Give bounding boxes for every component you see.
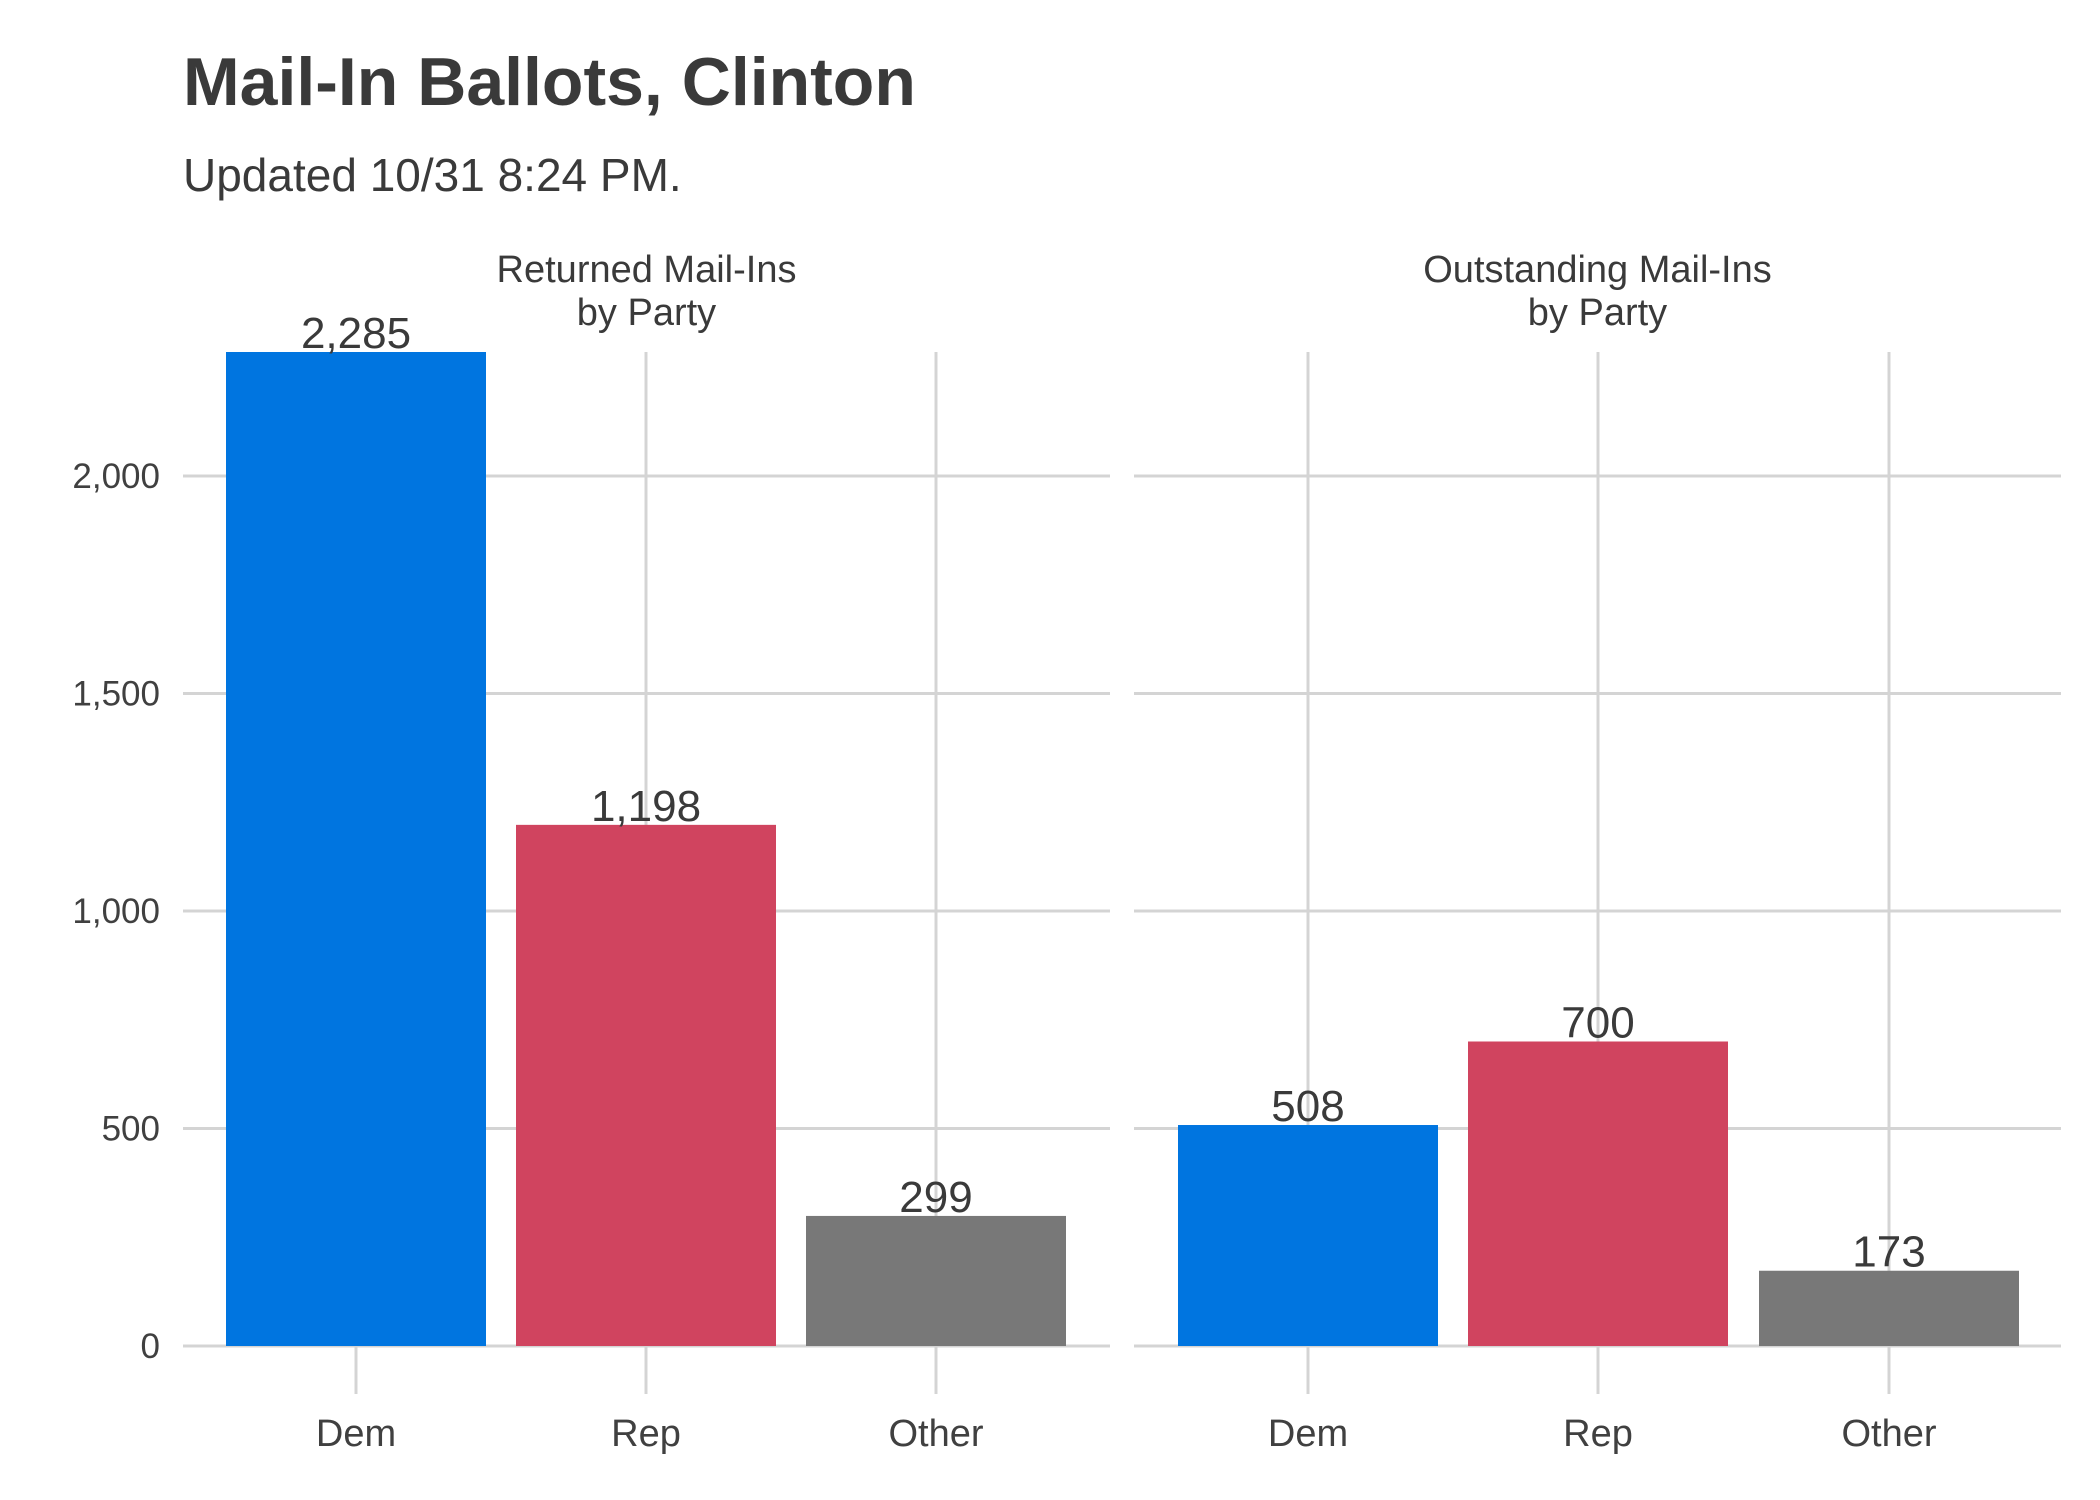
panel-title: by Party <box>577 292 716 334</box>
y-tick-label: 0 <box>141 1327 160 1366</box>
bar-dem <box>1178 1125 1438 1346</box>
bar-other <box>1759 1270 2019 1346</box>
y-tick-label: 500 <box>102 1109 160 1148</box>
x-category-label: Other <box>1841 1413 1936 1455</box>
chart-subtitle: Updated 10/31 8:24 PM. <box>183 149 682 201</box>
bar-value-label: 1,198 <box>591 782 701 831</box>
bar-value-label: 173 <box>1852 1228 1925 1277</box>
bar-dem <box>226 352 486 1346</box>
bar-value-label: 508 <box>1271 1082 1344 1131</box>
panel-title: by Party <box>1528 292 1667 334</box>
bar-rep <box>516 824 776 1346</box>
bar-rep <box>1468 1041 1728 1346</box>
y-tick-label: 1,500 <box>72 674 160 713</box>
bar-other <box>806 1215 1066 1346</box>
panel-title: Returned Mail-Ins <box>497 249 797 291</box>
x-category-label: Rep <box>611 1413 681 1455</box>
bar-value-label: 299 <box>899 1173 972 1222</box>
chart-title: Mail-In Ballots, Clinton <box>183 44 916 120</box>
y-tick-label: 2,000 <box>72 457 160 496</box>
bar-value-label: 700 <box>1561 998 1634 1047</box>
x-category-label: Dem <box>316 1413 396 1455</box>
bar-value-label: 2,285 <box>301 309 411 358</box>
x-category-label: Other <box>888 1413 983 1455</box>
x-category-label: Rep <box>1563 1413 1633 1455</box>
panel-title: Outstanding Mail-Ins <box>1423 249 1772 291</box>
y-tick-label: 1,000 <box>72 892 160 931</box>
x-category-label: Dem <box>1268 1413 1348 1455</box>
